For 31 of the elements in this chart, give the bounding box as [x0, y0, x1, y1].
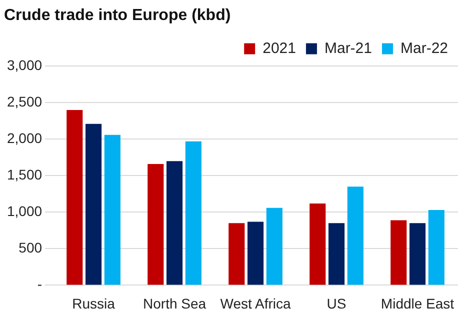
bar — [166, 161, 183, 285]
y-tick-label: 3,000 — [6, 57, 42, 74]
bar — [66, 110, 83, 285]
x-tick-label: US — [326, 295, 346, 312]
legend-label: 2021 — [262, 40, 296, 57]
bar — [328, 223, 345, 285]
bar — [428, 210, 444, 285]
bar — [247, 222, 264, 285]
y-tick-label: 2,000 — [6, 130, 42, 146]
bar — [148, 164, 164, 285]
x-tick-label: Russia — [72, 295, 116, 312]
y-tick-label: 1,500 — [6, 166, 42, 183]
x-tick-label: North Sea — [143, 295, 206, 312]
bar — [390, 220, 407, 285]
bar — [409, 223, 426, 285]
bar — [228, 223, 245, 285]
bar — [266, 208, 282, 285]
y-tick-label: 500 — [18, 240, 42, 256]
bar — [347, 186, 364, 285]
legend-label: Mar-22 — [400, 40, 448, 57]
bar — [86, 124, 102, 285]
bar — [310, 203, 326, 285]
y-tick-label: - — [37, 276, 42, 292]
x-tick-label: West Africa — [220, 295, 291, 312]
y-tick-label: 1,000 — [6, 203, 42, 220]
bar — [104, 134, 120, 285]
bar — [185, 141, 202, 285]
chart-title: Crude trade into Europe (kbd) — [4, 7, 231, 24]
legend-label: Mar-21 — [324, 40, 372, 57]
x-tick-label: Middle East — [380, 295, 454, 312]
y-tick-label: 2,500 — [6, 94, 42, 110]
